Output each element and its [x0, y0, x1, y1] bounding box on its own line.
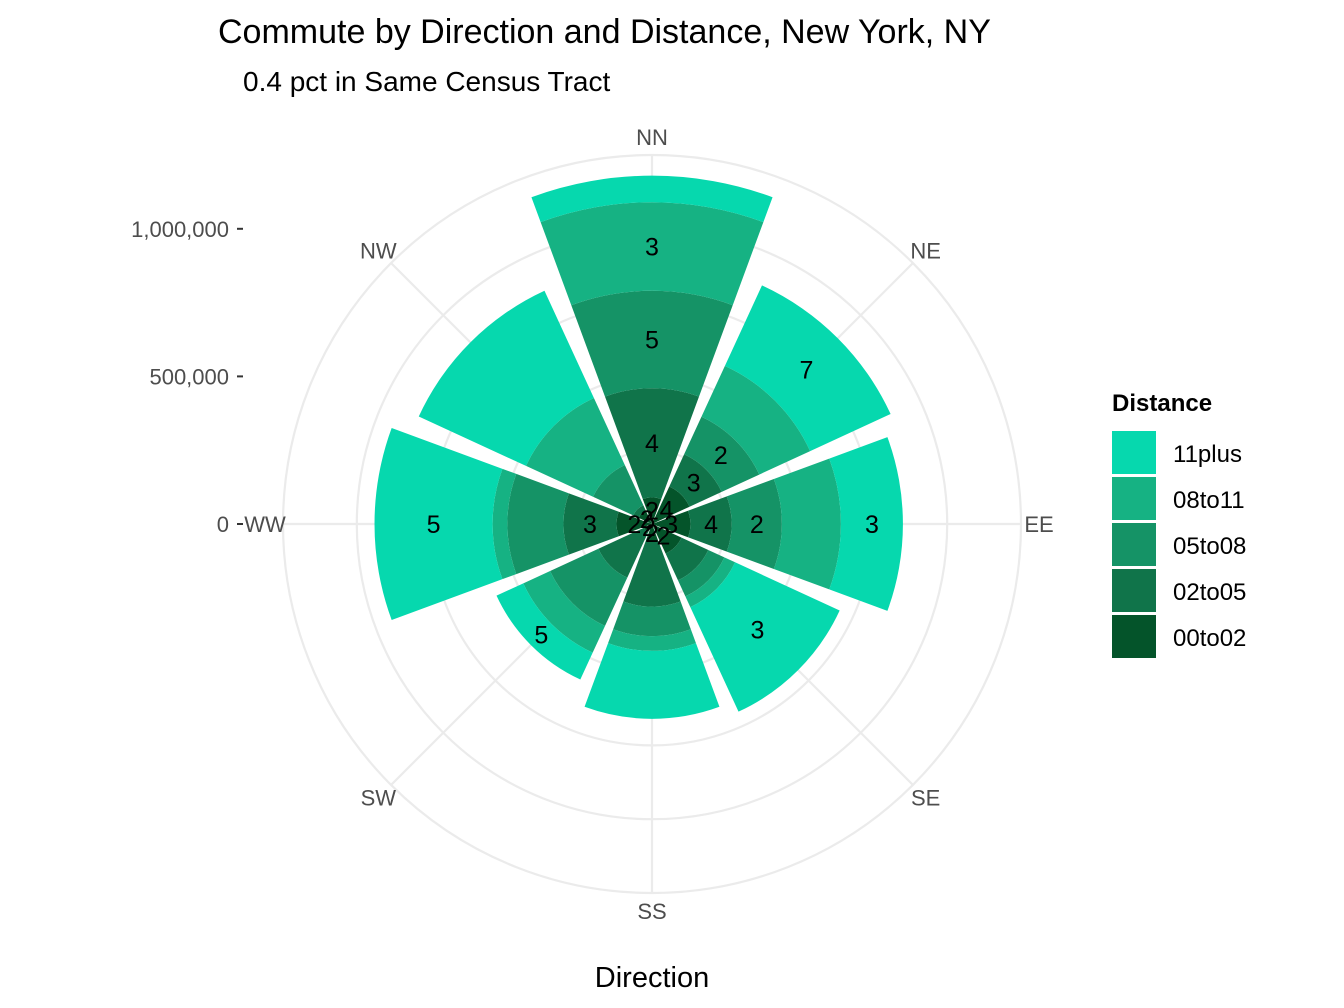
legend-label-08to11: 08to11 — [1173, 487, 1245, 514]
bar-segment-nn-05to08 — [571, 290, 733, 397]
bar-segment-ne-00to02 — [652, 486, 690, 524]
bar-segments — [374, 175, 903, 719]
segment-label: 4 — [704, 511, 718, 539]
bar-segment-nw-05to08 — [593, 465, 644, 516]
y-tick-label: 500,000 — [149, 364, 229, 389]
bar-segment-ss-11plus — [584, 643, 720, 719]
bar-segment-se-08to11 — [685, 557, 736, 608]
bar-segment-ww-00to02 — [616, 511, 652, 537]
bar-segment-ss-05to08 — [613, 601, 691, 637]
legend-swatch-05to08 — [1112, 523, 1156, 566]
direction-labels: NN NE EE SE SS SW WW NW — [244, 125, 1053, 924]
bar-segment-se-05to08 — [677, 549, 725, 597]
bar-segment-ne-02to05 — [669, 454, 722, 507]
legend-swatch-00to02 — [1112, 615, 1156, 658]
bar-segment-se-00to02 — [652, 524, 682, 554]
legend-label-02to05: 02to05 — [1173, 579, 1246, 606]
bar-segment-sw-08to11 — [523, 570, 606, 653]
bar-segment-ss-00to02 — [645, 524, 659, 542]
segment-label: 3 — [750, 616, 764, 644]
segment-label: 2 — [750, 511, 764, 539]
legend-label-00to02: 00to02 — [1173, 625, 1246, 652]
segment-label: 2 — [642, 514, 656, 542]
bar-segment-sw-11plus — [496, 583, 593, 680]
y-tick-label: 1,000,000 — [131, 217, 229, 242]
bar-segment-ne-11plus — [724, 285, 891, 452]
bar-segment-nw-00to02 — [638, 510, 652, 524]
bar-segment-se-02to05 — [665, 537, 709, 581]
bar-segment-nw-02to05 — [633, 505, 646, 518]
bar-segment-sw-05to08 — [550, 548, 628, 626]
chart-subtitle: 0.4 pct in Same Census Tract — [243, 66, 611, 97]
radial-axis: 0 500,000 1,000,000 — [131, 217, 243, 537]
direction-label-ss: SS — [637, 899, 666, 924]
bar-segment-ee-08to11 — [773, 458, 841, 590]
bar-segment-nn-11plus — [531, 175, 773, 223]
segment-label: 4 — [645, 430, 659, 458]
legend-label-05to08: 05to08 — [1173, 533, 1246, 560]
bar-segment-ee-11plus — [829, 437, 903, 611]
segment-label: 4 — [660, 496, 674, 524]
bar-segment-ww-05to08 — [507, 473, 569, 575]
direction-label-ww: WW — [244, 512, 286, 537]
segment-label: 2 — [627, 511, 641, 539]
direction-label-se: SE — [911, 786, 940, 811]
chart-title: Commute by Direction and Distance, New Y… — [218, 13, 991, 51]
y-tick-label: 0 — [217, 512, 229, 537]
segment-label: 2 — [645, 520, 659, 548]
bar-segment-nn-02to05 — [605, 388, 699, 500]
segment-label: 2 — [640, 506, 654, 534]
segment-label: 3 — [645, 234, 659, 262]
direction-label-ne: NE — [910, 238, 941, 263]
segment-label: 5 — [534, 622, 548, 650]
bar-segment-ww-11plus — [374, 427, 503, 621]
segment-label: 5 — [645, 327, 659, 355]
segment-label: 2 — [714, 442, 728, 470]
legend-title: Distance — [1112, 390, 1212, 417]
segment-label: 3 — [687, 469, 701, 497]
bar-segment-ee-05to08 — [726, 479, 782, 569]
direction-label-sw: SW — [361, 786, 397, 811]
direction-label-nn: NN — [636, 125, 668, 150]
segment-label: 7 — [800, 357, 814, 385]
bar-segment-nn-08to11 — [540, 202, 764, 306]
bar-segment-se-11plus — [690, 562, 840, 712]
bar-segment-ww-02to05 — [563, 493, 619, 555]
legend-swatch-02to05 — [1112, 569, 1156, 612]
bar-segment-nw-08to11 — [526, 398, 625, 497]
segment-label: 3 — [865, 511, 879, 539]
bar-segment-ee-00to02 — [652, 510, 691, 538]
bar-segment-sw-02to05 — [598, 527, 649, 578]
segment-label: 3 — [583, 511, 597, 539]
direction-label-ee: EE — [1024, 512, 1053, 537]
bar-segment-ne-05to08 — [684, 416, 760, 492]
legend-swatch-08to11 — [1112, 477, 1156, 520]
direction-label-nw: NW — [360, 238, 397, 263]
bar-segment-ss-02to05 — [623, 540, 681, 607]
legend: Distance 11plus 08to11 05to08 02to05 00to02 — [1112, 390, 1246, 658]
bar-segment-ee-02to05 — [688, 496, 732, 552]
bar-segment-ww-08to11 — [492, 468, 517, 580]
bar-segment-nn-00to02 — [642, 497, 662, 524]
bar-segment-ne-08to11 — [701, 365, 811, 475]
segment-label: 2 — [657, 522, 671, 550]
legend-swatch-11plus — [1112, 431, 1156, 474]
legend-label-11plus: 11plus — [1173, 441, 1242, 468]
x-axis-label: Direction — [595, 962, 709, 994]
bar-segment-nw-11plus — [418, 290, 594, 466]
segment-label: 3 — [664, 511, 678, 539]
bar-segment-ss-08to11 — [608, 629, 696, 651]
bar-segment-sw-00to02 — [643, 524, 652, 533]
segment-label: 5 — [427, 511, 441, 539]
segment-label: 2 — [645, 498, 659, 526]
